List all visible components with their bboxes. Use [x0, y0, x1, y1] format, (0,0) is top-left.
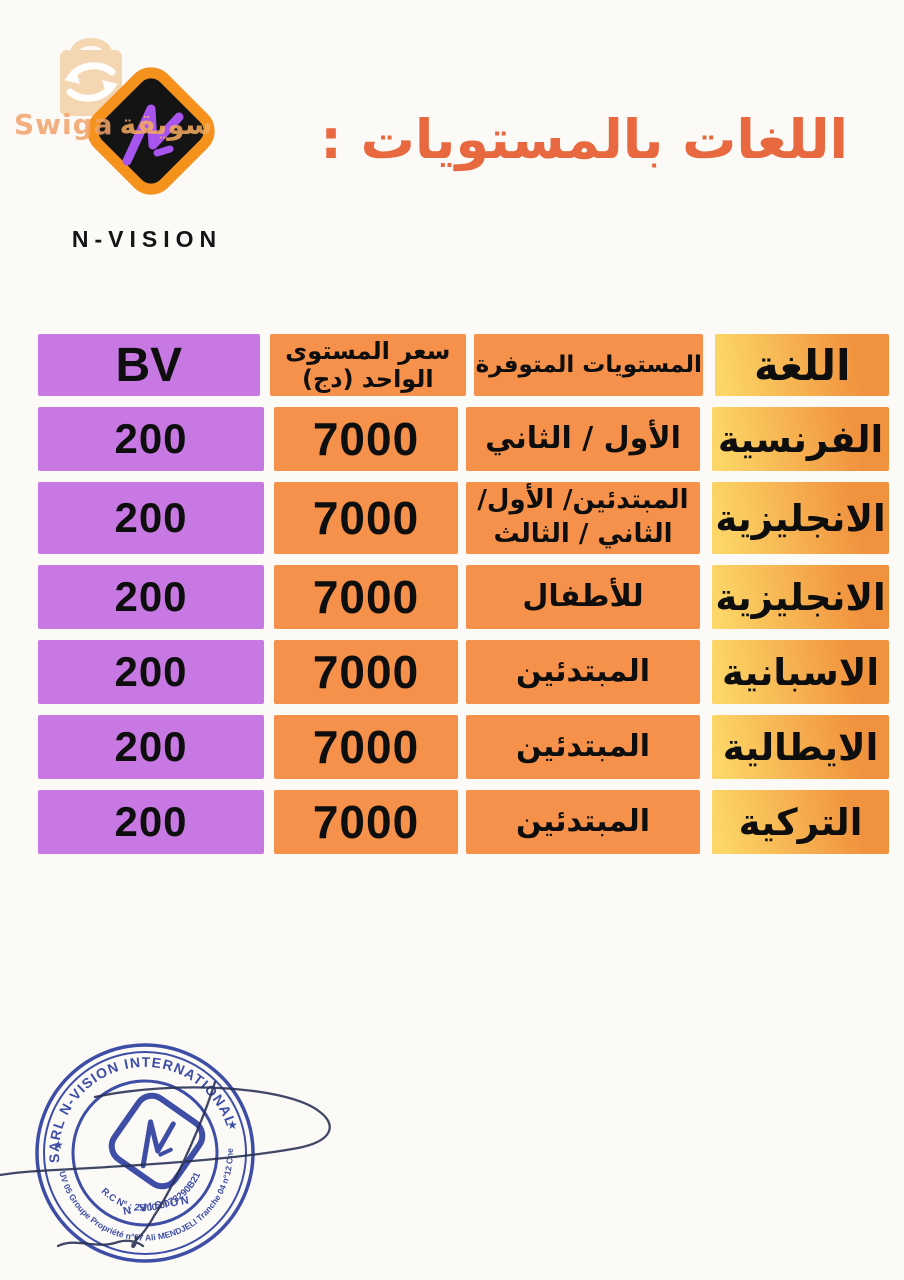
bv-cell: 200 — [38, 565, 264, 629]
levels-cell: الأول / الثاني — [466, 407, 700, 471]
bv-cell: 200 — [38, 407, 264, 471]
bv-cell: 200 — [38, 790, 264, 854]
price-cell: 7000 — [274, 715, 458, 779]
nvision-n-icon — [122, 104, 184, 166]
table-row: الاسبانية المبتدئين 7000 200 — [38, 640, 889, 704]
watermark-text: Swiga سويقة — [14, 108, 212, 141]
table-row: الانجليزية المبتدئين/ الأول/ الثاني / ال… — [38, 482, 889, 554]
signature — [0, 1080, 331, 1249]
levels-cell: للأطفال — [466, 565, 700, 629]
table-row: الانجليزية للأطفال 7000 200 — [38, 565, 889, 629]
levels-cell: المبتدئين — [466, 790, 700, 854]
price-cell: 7000 — [274, 790, 458, 854]
language-cell: الفرنسية — [712, 407, 889, 471]
levels-cell: المبتدئين — [466, 640, 700, 704]
bv-cell: 200 — [38, 715, 264, 779]
table-row: الفرنسية الأول / الثاني 7000 200 — [38, 407, 889, 471]
language-cell: الانجليزية — [712, 565, 889, 629]
stamp-star-right-icon: ★ — [227, 1118, 238, 1132]
header-price: سعر المستوى الواحد (دج) — [269, 334, 467, 396]
language-cell: الاسبانية — [712, 640, 889, 704]
price-cell: 7000 — [274, 640, 458, 704]
language-cell: التركية — [712, 790, 889, 854]
language-cell: الانجليزية — [712, 482, 889, 554]
levels-cell: المبتدئين/ الأول/ الثاني / الثالث — [466, 482, 700, 554]
levels-cell: المبتدئين — [466, 715, 700, 779]
table-header-row: اللغة المستويات المتوفرة سعر المستوى الو… — [38, 334, 889, 396]
table-row: الايطالية المبتدئين 7000 200 — [38, 715, 889, 779]
languages-pricing-table: اللغة المستويات المتوفرة سعر المستوى الو… — [38, 334, 889, 854]
stamp-star-left-icon: ★ — [53, 1138, 64, 1152]
swap-arrows-icon — [64, 62, 118, 102]
header-levels: المستويات المتوفرة — [474, 334, 704, 396]
bv-cell: 200 — [38, 640, 264, 704]
page-title: اللغات بالمستويات : — [320, 108, 848, 171]
header-bv: BV — [38, 334, 260, 396]
table-row: التركية المبتدئين 7000 200 — [38, 790, 889, 854]
language-cell: الايطالية — [712, 715, 889, 779]
watermark-brand-arabic: سويقة — [119, 108, 213, 141]
header-language: اللغة — [715, 334, 889, 396]
price-cell: 7000 — [274, 565, 458, 629]
watermark-brand-latin: Swiga — [14, 108, 114, 141]
price-cell: 7000 — [274, 482, 458, 554]
shopping-bag-icon — [60, 38, 122, 116]
price-cell: 7000 — [274, 407, 458, 471]
logo-brand-text: N-VISION — [71, 226, 223, 252]
bv-cell: 200 — [38, 482, 264, 554]
